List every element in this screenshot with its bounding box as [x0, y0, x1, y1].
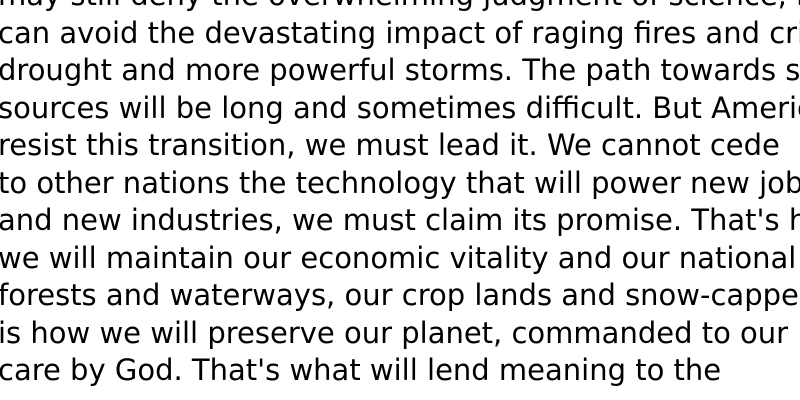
text-line: resist this transition, we must lead it.…: [0, 128, 780, 162]
text-line: is how we will preserve our planet, comm…: [0, 315, 789, 350]
text-line: to other nations the technology that wil…: [0, 165, 800, 200]
text-line: forests and waterways, our crop lands an…: [0, 278, 800, 312]
speech-text: may still deny the overwhelming judgment…: [0, 0, 800, 387]
text-line: we will maintain our economic vitality a…: [0, 240, 800, 275]
text-line: drought and more powerful storms. The pa…: [0, 53, 800, 87]
text-line: can avoid the devastating impact of ragi…: [0, 15, 800, 50]
text-line: care by God. That's what will lend meani…: [0, 353, 722, 387]
text-line: and new industries, we must claim its pr…: [0, 203, 800, 237]
text-line: sources will be long and sometimes diffi…: [0, 90, 800, 125]
text-line: may still deny the overwhelming judgment…: [0, 0, 800, 15]
